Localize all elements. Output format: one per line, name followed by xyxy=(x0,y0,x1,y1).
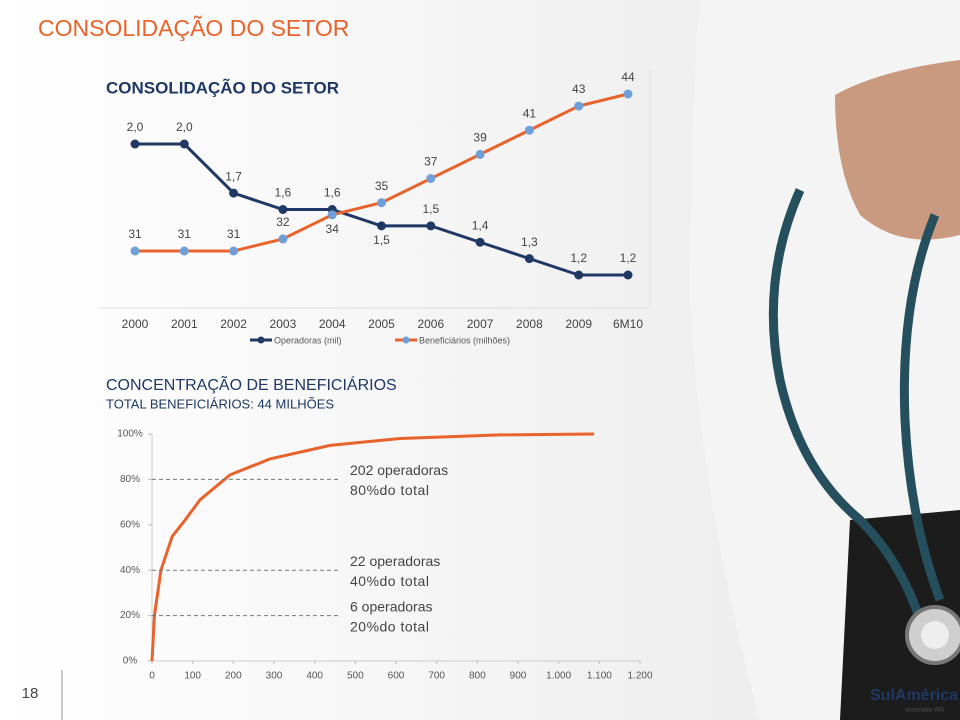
x-tick-label: 1.100 xyxy=(587,671,612,682)
data-point xyxy=(426,221,436,231)
data-label: 31 xyxy=(227,227,241,241)
chart-title: CONCENTRAÇÃO DE BENEFICIÁRIOS xyxy=(106,374,397,394)
data-label: 1,5 xyxy=(422,202,439,216)
data-label: 1,3 xyxy=(521,235,538,249)
data-point xyxy=(623,270,633,280)
x-tick-label: 100 xyxy=(184,671,201,682)
data-point xyxy=(130,139,140,149)
data-label: 31 xyxy=(178,227,192,241)
data-point xyxy=(229,188,239,198)
chart-title: CONSOLIDAÇÃO DO SETOR xyxy=(106,77,339,97)
legend-marker xyxy=(257,336,265,344)
x-tick-label: 600 xyxy=(388,671,405,682)
data-label: 1,4 xyxy=(472,218,489,232)
header-title: CONSOLIDAÇÃO DO SETOR xyxy=(38,15,349,41)
x-tick-label: 500 xyxy=(347,671,364,682)
data-point xyxy=(179,246,189,256)
x-tick-label: 200 xyxy=(225,671,242,682)
data-point xyxy=(179,139,189,149)
y-tick-label: 60% xyxy=(120,519,140,530)
data-point xyxy=(229,246,239,256)
x-tick-label: 2006 xyxy=(417,317,444,331)
x-tick-label: 2001 xyxy=(171,317,198,331)
data-label: 1,2 xyxy=(570,251,587,265)
data-label: 39 xyxy=(473,131,487,145)
x-tick-label: 2005 xyxy=(368,317,395,331)
data-point xyxy=(524,254,534,264)
data-label: 37 xyxy=(424,155,438,169)
data-point xyxy=(524,125,534,135)
x-tick-label: 0 xyxy=(149,671,155,682)
data-label: 35 xyxy=(375,179,389,193)
data-label: 32 xyxy=(276,215,290,229)
x-tick-label: 6M10 xyxy=(613,317,643,331)
data-label: 44 xyxy=(621,70,635,84)
logo-tagline: associada ING xyxy=(905,708,945,714)
x-tick-label: 400 xyxy=(306,671,323,682)
data-label: 1,6 xyxy=(275,186,292,200)
annotation-sublabel: 20%do total xyxy=(350,618,429,634)
annotation-label: 22 operadoras xyxy=(350,553,440,569)
data-point xyxy=(130,246,140,256)
data-point xyxy=(377,198,386,208)
data-label: 34 xyxy=(326,222,340,236)
x-tick-label: 900 xyxy=(510,671,527,682)
chart-subtitle: TOTAL BENEFICIÁRIOS: 44 MILHÕES xyxy=(106,396,334,411)
data-label: 2,0 xyxy=(127,120,144,134)
y-tick-label: 80% xyxy=(120,474,140,485)
data-point xyxy=(426,174,436,184)
data-label: 1,2 xyxy=(620,251,637,265)
x-tick-label: 800 xyxy=(469,671,486,682)
annotation-label: 202 operadoras xyxy=(350,462,448,478)
data-point xyxy=(475,149,485,159)
x-tick-label: 2008 xyxy=(516,317,543,331)
legend-label: Beneficiários (milhões) xyxy=(419,335,510,345)
x-tick-label: 2004 xyxy=(319,317,346,331)
data-label: 1,7 xyxy=(225,169,242,183)
data-point xyxy=(574,270,584,280)
data-point xyxy=(574,101,584,111)
x-tick-label: 2002 xyxy=(220,317,247,331)
x-tick-label: 1.200 xyxy=(627,671,652,682)
annotation-sublabel: 40%do total xyxy=(350,573,429,589)
x-tick-label: 2009 xyxy=(565,317,592,331)
photo xyxy=(690,0,960,720)
data-label: 31 xyxy=(128,227,142,241)
x-tick-label: 300 xyxy=(266,671,283,682)
legend-marker xyxy=(402,336,410,344)
data-point xyxy=(327,210,337,220)
logo-name: SulAmérica xyxy=(870,687,958,704)
annotation-sublabel: 80%do total xyxy=(350,482,429,498)
y-tick-label: 0% xyxy=(123,656,138,667)
y-tick-label: 40% xyxy=(120,565,140,576)
data-point xyxy=(475,237,485,247)
data-point xyxy=(623,89,633,99)
x-tick-label: 2007 xyxy=(467,317,494,331)
data-label: 43 xyxy=(572,82,586,96)
x-tick-label: 2000 xyxy=(122,317,149,331)
legend-label: Operadoras (mil) xyxy=(274,335,342,345)
annotation-label: 6 operadoras xyxy=(350,598,433,614)
x-tick-label: 2003 xyxy=(270,317,297,331)
data-label: 41 xyxy=(523,106,537,120)
data-point xyxy=(377,221,386,231)
x-tick-label: 700 xyxy=(428,671,445,682)
data-point xyxy=(278,205,288,214)
data-label: 2,0 xyxy=(176,120,193,134)
data-label: 1,6 xyxy=(324,186,341,200)
chart-frame xyxy=(100,70,651,309)
x-tick-label: 1.000 xyxy=(546,671,571,682)
y-tick-label: 20% xyxy=(120,610,140,621)
data-point xyxy=(278,234,288,244)
page-number: 18 xyxy=(22,685,39,702)
curve xyxy=(150,432,595,662)
y-tick-label: 100% xyxy=(117,429,143,440)
data-label: 1,5 xyxy=(373,233,390,247)
